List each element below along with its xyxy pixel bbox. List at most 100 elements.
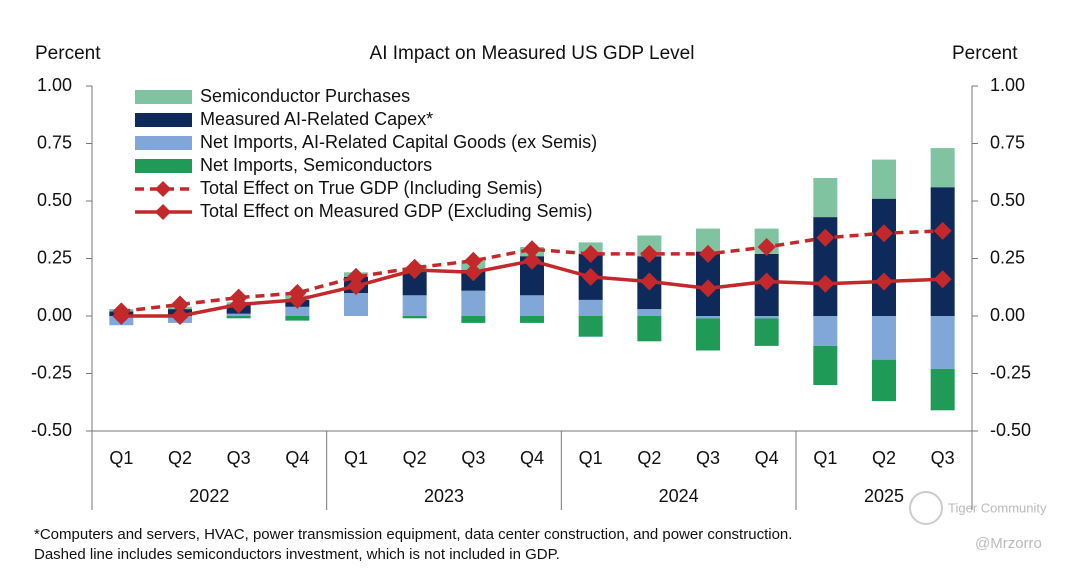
y-tick-label: -0.25	[31, 362, 72, 382]
bar	[872, 159, 896, 199]
line-marker	[405, 261, 424, 279]
line-marker	[171, 307, 189, 325]
x-tick-label: Q3	[696, 448, 720, 468]
y-tick-label: 0.50	[37, 190, 72, 210]
bar	[696, 228, 720, 252]
line-marker	[288, 290, 307, 309]
watermark-logo	[909, 491, 943, 525]
line-marker	[347, 277, 365, 296]
bar	[461, 290, 486, 316]
legend-label: Measured AI-Related Capex*	[200, 109, 433, 129]
bar	[696, 318, 720, 351]
bar	[754, 316, 779, 319]
bar	[402, 295, 427, 316]
line-marker	[640, 244, 659, 263]
footnote: Dashed line includes semiconductors inve…	[34, 546, 560, 563]
x-tick-label: Q2	[637, 448, 661, 468]
y-axis-label: Percent	[35, 43, 101, 64]
x-tick-label: Q2	[168, 448, 192, 468]
line-marker	[699, 279, 717, 298]
line	[121, 229, 943, 314]
y-tick-label: 0.25	[37, 247, 72, 267]
legend-swatch	[135, 159, 192, 173]
line-marker	[757, 238, 776, 256]
x-group-label: 2023	[424, 486, 464, 506]
legend-swatch	[135, 113, 192, 127]
y2-tick-label: 0.00	[990, 305, 1025, 325]
bar	[578, 316, 603, 337]
legend-label: Net Imports, AI-Related Capital Goods (e…	[200, 132, 597, 152]
x-tick-label: Q4	[285, 448, 309, 468]
line-marker	[699, 244, 717, 263]
bar	[930, 316, 955, 369]
line-marker	[581, 267, 600, 286]
y-tick-label: 0.00	[37, 305, 72, 325]
bar	[344, 293, 368, 316]
bar	[461, 316, 486, 323]
y2-tick-label: 1.00	[990, 75, 1025, 95]
bar	[402, 316, 427, 319]
x-tick-label: Q4	[520, 448, 544, 468]
x-tick-label: Q1	[109, 448, 133, 468]
bar	[930, 148, 955, 188]
bar	[754, 318, 779, 346]
line-marker	[464, 251, 483, 270]
y-tick-label: -0.50	[31, 420, 72, 440]
bar	[872, 316, 896, 360]
legend-label: Net Imports, Semiconductors	[200, 155, 432, 175]
y2-tick-label: 0.25	[990, 247, 1025, 267]
legend-label: Total Effect on Measured GDP (Excluding …	[200, 201, 593, 221]
line-marker	[933, 221, 952, 240]
bar	[637, 309, 662, 316]
bar	[813, 178, 838, 218]
line-marker	[933, 270, 952, 289]
bar	[813, 316, 838, 346]
bar	[930, 368, 955, 411]
y2-tick-label: 0.75	[990, 132, 1025, 152]
legend-swatch	[155, 181, 171, 197]
line-marker	[347, 267, 365, 286]
x-tick-label: Q3	[227, 448, 251, 468]
watermark: @Mrzorro	[975, 535, 1042, 552]
x-tick-label: Q1	[344, 448, 368, 468]
bar	[813, 345, 838, 385]
y-tick-label: 1.00	[37, 75, 72, 95]
bar	[872, 359, 896, 402]
legend-label: Total Effect on True GDP (Including Semi…	[200, 178, 543, 198]
x-group-label: 2025	[864, 486, 904, 506]
x-tick-label: Q3	[931, 448, 955, 468]
bar	[872, 198, 896, 316]
x-tick-label: Q3	[461, 448, 485, 468]
x-group-label: 2024	[659, 486, 699, 506]
watermark: Tiger Community	[948, 500, 1047, 515]
line-marker	[875, 224, 893, 243]
line-marker	[523, 240, 541, 259]
y2-axis-label: Percent	[952, 43, 1018, 64]
bar	[578, 299, 603, 316]
chart-title: AI Impact on Measured US GDP Level	[370, 43, 695, 64]
line-marker	[640, 272, 659, 291]
line-marker	[581, 244, 600, 263]
x-tick-label: Q2	[872, 448, 896, 468]
line-marker	[875, 272, 893, 291]
x-tick-label: Q4	[755, 448, 779, 468]
bar	[520, 316, 544, 323]
x-tick-label: Q2	[403, 448, 427, 468]
x-group-label: 2022	[189, 486, 229, 506]
y-tick-label: 0.75	[37, 132, 72, 152]
line-marker	[816, 228, 835, 247]
line-marker	[816, 274, 835, 293]
bar	[226, 316, 251, 319]
x-tick-label: Q1	[579, 448, 603, 468]
y2-tick-label: -0.25	[990, 362, 1031, 382]
line-marker	[112, 307, 131, 325]
bar	[285, 306, 310, 316]
legend-swatch	[135, 90, 192, 104]
bar	[696, 316, 720, 319]
legend-swatch	[135, 136, 192, 150]
bar	[285, 316, 310, 321]
bar	[637, 316, 662, 342]
line-marker	[229, 295, 248, 314]
line-marker	[523, 251, 541, 270]
